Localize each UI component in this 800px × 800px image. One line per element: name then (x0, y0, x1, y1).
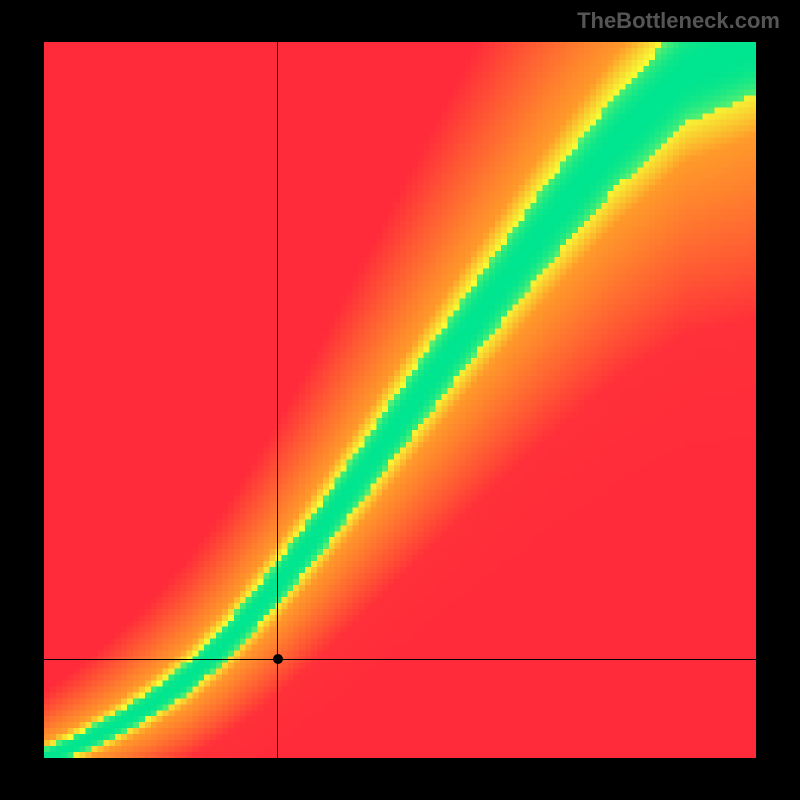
bottleneck-heatmap-plot (44, 42, 756, 758)
crosshair-horizontal (44, 659, 756, 660)
crosshair-vertical (277, 42, 278, 758)
watermark: TheBottleneck.com (577, 8, 780, 34)
heatmap-canvas (44, 42, 756, 758)
selection-marker-dot (273, 654, 283, 664)
